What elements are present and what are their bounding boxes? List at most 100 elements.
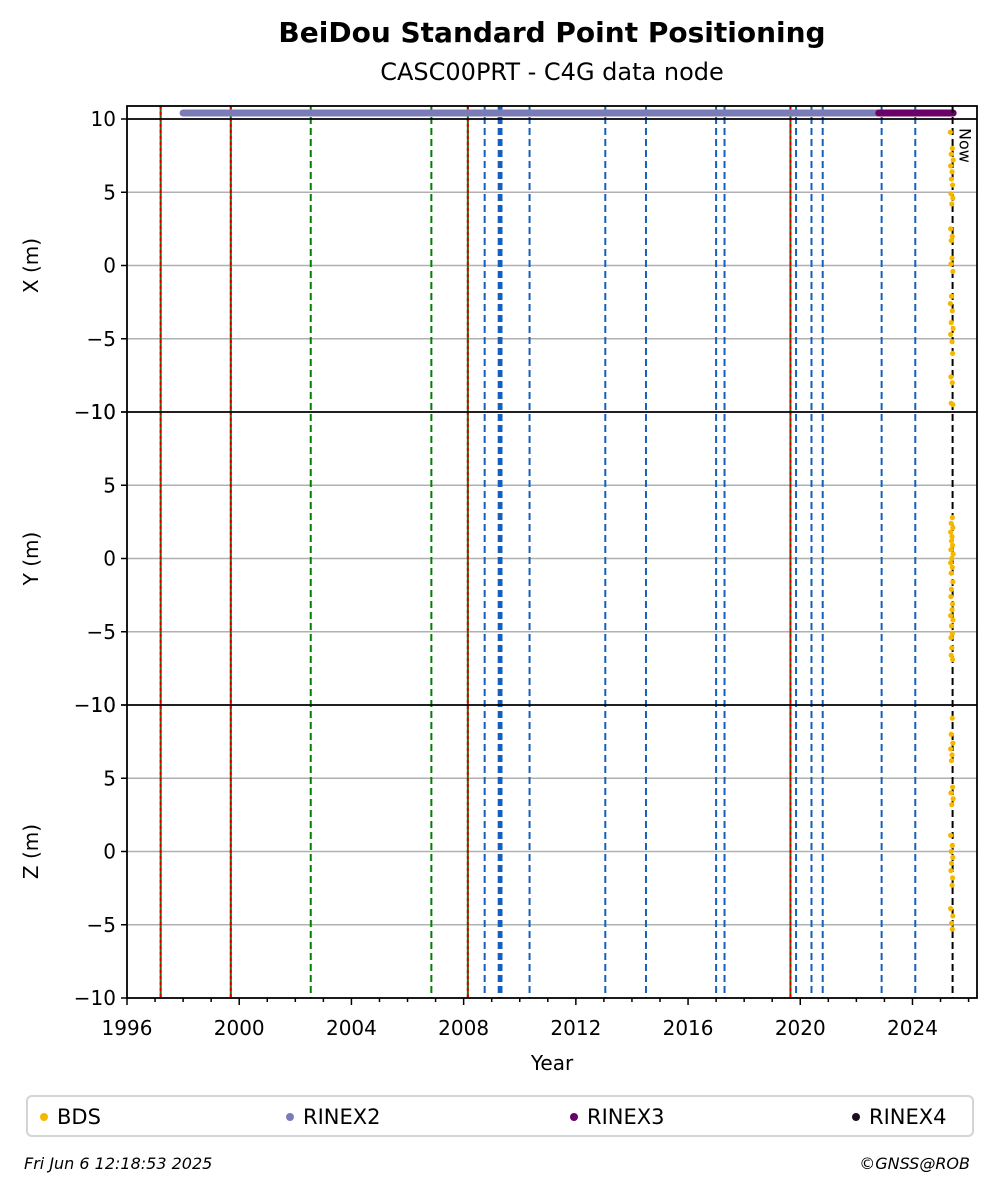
chart-legend: BDS RINEX2 RINEX3 RINEX4 [26,1095,974,1137]
data-point [948,731,954,737]
y-tick-label: 5 [103,473,116,497]
y-tick-label: 10 [91,107,116,131]
data-point [949,607,955,613]
data-point [949,533,955,540]
data-point [949,201,955,207]
data-point [948,860,955,866]
legend-marker [286,1113,294,1121]
x-tick-label: 1996 [102,1016,153,1040]
data-point [949,308,955,314]
y-axis-label: X (m) [19,238,43,293]
data-point [948,652,954,658]
chart-title: BeiDou Standard Point Positioning [278,16,826,49]
data-point [948,331,954,337]
data-point [948,746,954,752]
data-point [948,226,954,232]
data-point [948,867,954,874]
data-point [948,529,954,535]
data-point [948,151,954,157]
legend-marker [570,1113,578,1121]
chart-subtitle: CASC00PRT - C4G data node [380,58,724,86]
data-point [948,176,955,182]
data-point [950,268,956,274]
y-tick-label: 0 [103,254,116,278]
now-label: Now [956,128,975,163]
data-point [949,542,956,548]
data-point [948,635,954,641]
legend-marker [852,1113,860,1121]
data-point [950,579,956,585]
data-point [948,163,954,169]
data-point [948,593,954,600]
data-point [947,300,953,307]
y-tick-label: 10 [91,693,116,717]
data-point [948,538,955,544]
y-tick-label: 0 [103,547,116,571]
data-point [949,601,956,607]
y-tick-label: 5 [103,180,116,204]
data-point [950,740,956,746]
data-point [949,182,956,188]
legend-label: RINEX2 [303,1105,381,1129]
data-point [949,843,955,849]
data-point [949,752,955,758]
data-point [948,237,954,244]
data-point [949,784,956,790]
data-point [950,796,956,802]
data-point [949,630,955,636]
data-point [949,514,955,521]
data-point [949,564,955,570]
data-point [949,555,955,562]
data-point [949,350,956,356]
y-tick-label: 10 [91,400,116,424]
data-point [948,832,954,838]
data-point [948,520,954,526]
data-point [948,293,955,299]
copyright-label: ©GNSS@ROB [859,1154,970,1173]
y-tick-label: −5 [87,327,116,351]
data-point [950,551,956,557]
data-point [949,715,955,721]
legend-marker [40,1113,48,1121]
data-point [948,613,954,619]
data-point [948,547,954,553]
data-point [948,586,955,592]
data-point [950,325,956,332]
data-point [948,790,954,796]
data-point [950,525,956,531]
data-point [950,854,956,860]
data-point [948,320,954,326]
y-tick-label: 5 [103,766,116,790]
data-point [947,129,953,135]
data-point [948,758,955,764]
y-axis-label: Z (m) [19,824,43,879]
data-point [950,617,956,623]
legend-item-rinex4: RINEX4 [852,1105,947,1129]
x-tick-label: 2016 [663,1016,714,1040]
data-point [948,374,954,380]
y-tick-label: −10 [74,986,116,1010]
data-point [948,191,954,197]
data-point [949,339,955,345]
y-tick-label: −5 [87,620,116,644]
legend-label: RINEX3 [587,1105,665,1129]
data-point [949,882,955,888]
data-point [948,570,954,576]
data-point [950,913,956,919]
data-point [950,195,956,201]
data-point [949,656,956,663]
legend-item-bds: BDS [40,1105,101,1129]
x-tick-label: 2012 [550,1016,601,1040]
data-point [949,645,955,651]
data-point [949,169,955,175]
data-point [949,380,955,386]
data-point [949,926,955,932]
x-tick-label: 2000 [214,1016,265,1040]
data-point [948,906,954,912]
x-tick-label: 2024 [887,1016,938,1040]
timestamp-label: Fri Jun 6 12:18:53 2025 [24,1154,213,1173]
y-tick-label: 0 [103,840,116,864]
x-tick-label: 2004 [326,1016,377,1040]
x-axis-label: Year [530,1051,574,1075]
data-point [948,261,954,267]
